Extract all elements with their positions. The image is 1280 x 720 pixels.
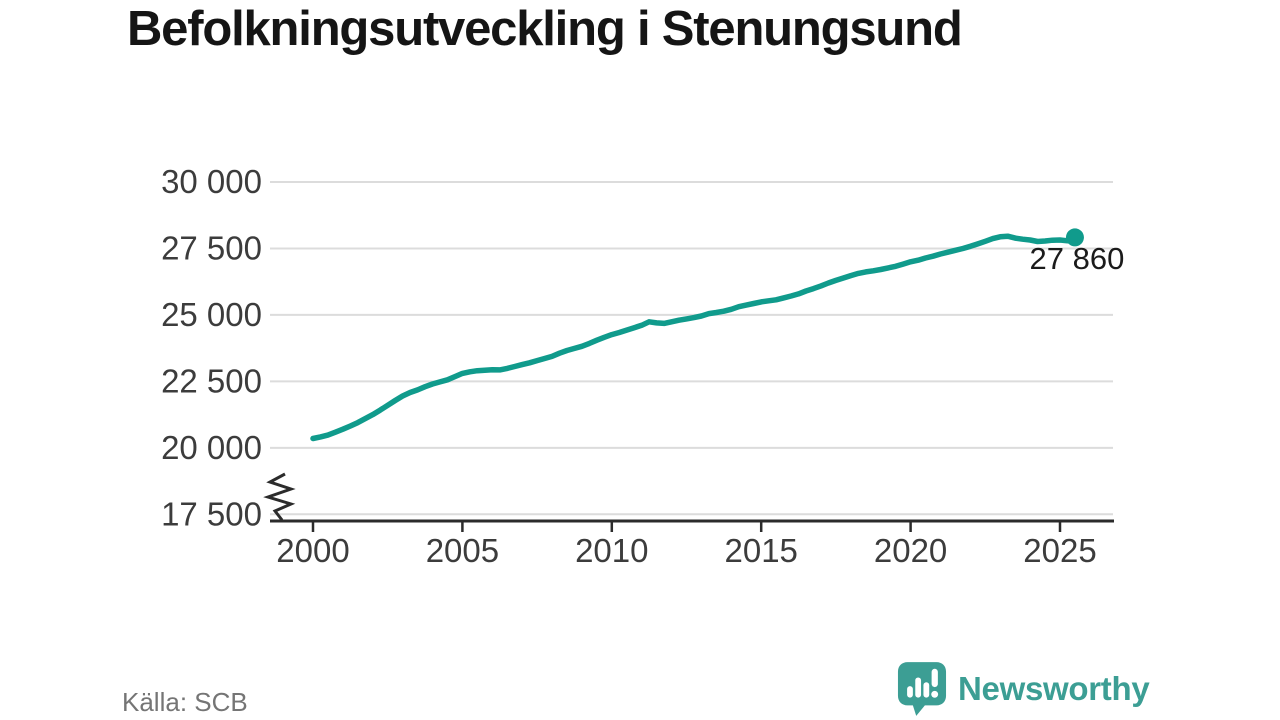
population-line-chart: 30 000 27 500 25 000 22 500 20 000 17 500 2000… <box>161 163 1125 569</box>
x-axis-label: 2010 <box>575 532 648 569</box>
population-line <box>310 233 1078 442</box>
x-axis-label: 2020 <box>874 532 947 569</box>
newsworthy-logo: Newsworthy <box>897 661 1150 717</box>
speech-bubble-shape <box>897 662 947 716</box>
y-axis-label: 27 500 <box>161 229 262 266</box>
y-axis-label: 20 000 <box>161 429 262 466</box>
y-axis-label: 22 500 <box>161 362 262 399</box>
logo-bar-icon <box>923 682 930 698</box>
x-axis-label: 2025 <box>1023 532 1096 569</box>
newsworthy-speech-bubble-icon <box>897 662 947 716</box>
y-axis-label: 30 000 <box>161 163 262 200</box>
logo-exclamation-icon <box>931 668 938 688</box>
y-axis-break-icon <box>263 472 296 521</box>
y-axis-label: 17 500 <box>161 495 262 532</box>
logo-bar-icon <box>915 677 922 698</box>
x-axis-label: 2005 <box>426 532 499 569</box>
y-axis-label: 25 000 <box>161 296 262 333</box>
x-axis-label: 2015 <box>724 532 797 569</box>
newsworthy-logo-text: Newsworthy <box>958 670 1150 707</box>
logo-bar-icon <box>907 686 913 698</box>
x-axis-label: 2000 <box>276 532 349 569</box>
source-note: Källa: SCB <box>122 687 248 717</box>
latest-value-dot <box>1065 228 1084 247</box>
latest-value-label: 27 860 <box>1030 241 1125 276</box>
chart-title: Befolkningsutveckling i Stenungsund <box>127 2 963 56</box>
logo-exclamation-dot-icon <box>931 690 939 698</box>
